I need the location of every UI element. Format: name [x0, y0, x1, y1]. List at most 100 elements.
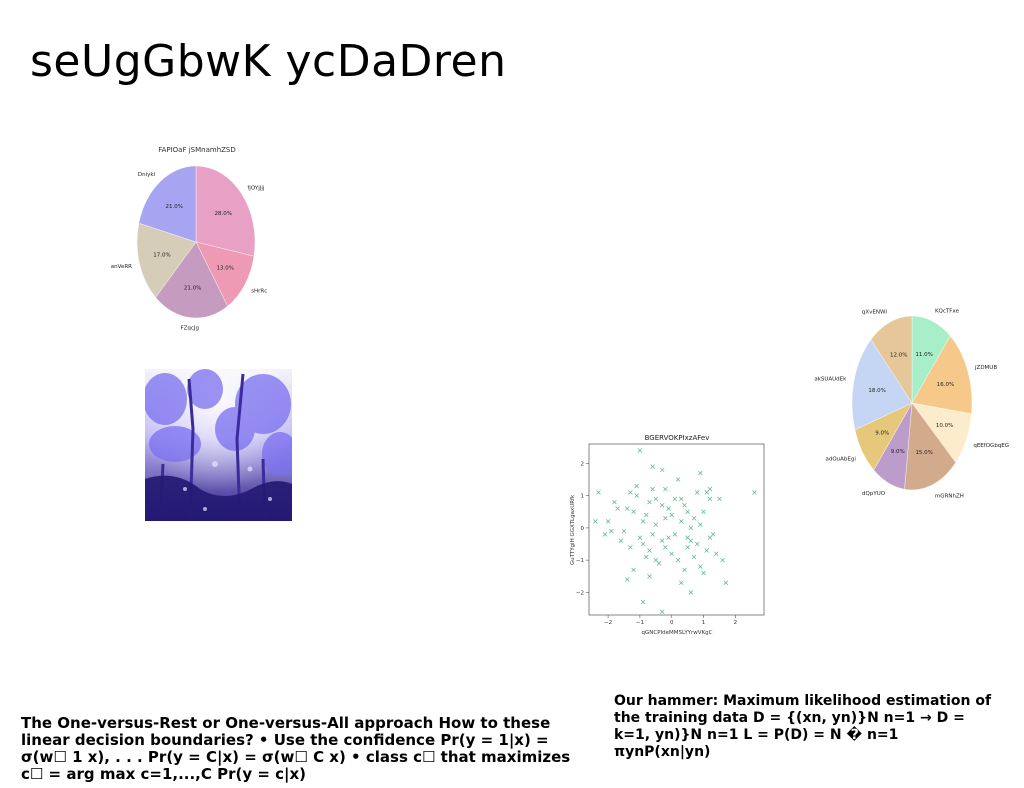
- slide-title: seUgGbwK ycDaDren: [30, 36, 507, 87]
- scatter-point-70: [640, 599, 646, 605]
- scatter-point-40: [720, 557, 725, 563]
- scatter-point-27: [653, 496, 659, 502]
- scatter-point-57: [679, 580, 684, 585]
- scatter-point-3: [653, 522, 659, 527]
- pie2-slice-7: [870, 315, 913, 404]
- scatter-point-25: [637, 535, 643, 540]
- scatter-axes: [588, 443, 765, 616]
- scatter-point-20: [605, 519, 611, 524]
- pie2-pct-label-6: 18.0%: [868, 388, 885, 394]
- scatter-point-49: [634, 483, 639, 489]
- scatter-point-78: [663, 544, 668, 550]
- scatter-point-72: [752, 490, 757, 495]
- scatter-point-19: [688, 525, 694, 531]
- forest-photo: [143, 369, 298, 522]
- pie2-name-label-7: qXvENWI: [862, 310, 888, 316]
- scatter-point-71: [659, 609, 665, 615]
- scatter-point-73: [698, 470, 703, 476]
- pie1-name-label-3: anVeRR: [111, 264, 132, 270]
- pie1-slice-1: [195, 241, 255, 307]
- scatter-point-15: [663, 515, 668, 521]
- scatter-point-64: [707, 535, 713, 540]
- pie2-slice-6: [851, 339, 913, 431]
- scatter-point-33: [694, 490, 700, 495]
- pie1-pct-label-0: 28.0%: [215, 211, 232, 217]
- pie2-pct-label-7: 12.0%: [890, 352, 907, 358]
- scatter-point-51: [644, 512, 649, 518]
- scatter-point-26: [647, 574, 652, 579]
- scatter-point-4: [659, 538, 665, 544]
- scatter-point-7: [679, 496, 684, 502]
- scatter-point-77: [679, 519, 684, 524]
- scatter-point-29: [669, 512, 674, 518]
- scatter-ylabel: GuTTYgiH GGXTLgaxURfk: [570, 494, 576, 565]
- pie2-pct-label-2: 10.0%: [936, 423, 953, 429]
- scatter-point-13: [650, 486, 655, 492]
- scatter-point-58: [685, 509, 690, 515]
- scatter-point-5: [666, 506, 671, 511]
- scatter-point-22: [618, 538, 624, 544]
- pie1-name-label-0: fjOYjJjj: [247, 185, 265, 191]
- scatter-point-6: [672, 532, 678, 537]
- pie2-name-label-3: mGRNhZH: [935, 493, 964, 499]
- scatter-point-76: [647, 548, 652, 553]
- scatter-point-10: [621, 528, 627, 534]
- scatter-point-62: [701, 570, 706, 576]
- pie2-pct-label-3: 15.0%: [915, 450, 932, 456]
- scatter-xtick-label-4: 2: [734, 620, 738, 626]
- scatter-point-8: [685, 544, 690, 550]
- scatter-point-56: [672, 496, 678, 502]
- scatter-point-44: [602, 532, 608, 537]
- scatter-point-2: [647, 499, 652, 505]
- scatter-point-68: [659, 467, 665, 473]
- scatter-point-23: [624, 506, 630, 511]
- scatter-point-55: [666, 535, 671, 540]
- scatter-point-18: [682, 567, 687, 573]
- scatter-xtick-label-1: −1: [636, 620, 644, 626]
- scatter-point-61: [698, 522, 703, 527]
- scatter-xtick-label-0: −2: [604, 620, 612, 626]
- pie2-pct-label-5: 9.0%: [875, 430, 889, 436]
- scatter-ytick-label-2: 0: [581, 526, 585, 532]
- pie2-name-label-1: jZDMUB: [974, 365, 997, 371]
- right-text-block: Our hammer: Maximum likelihood estimatio…: [614, 693, 992, 760]
- scatter-xtick-label-2: 0: [670, 620, 674, 626]
- pie1-name-label-1: sHrRc: [251, 288, 267, 294]
- scatter-xlabel: qGNCPIdeMMSLYYrwVKgC: [641, 630, 712, 636]
- scatter-point-43: [593, 519, 598, 524]
- pie1-pct-label-1: 13.0%: [217, 266, 234, 272]
- pie1-pct-label-3: 17.0%: [153, 253, 170, 259]
- pie1-slice-4: [138, 165, 197, 243]
- scatter-title: BGERVOKPIxzAFev: [645, 434, 710, 442]
- pie1-slice-0: [195, 165, 256, 257]
- scatter-point-42: [596, 490, 601, 495]
- scatter-point-17: [675, 477, 681, 482]
- scatter-point-35: [701, 509, 706, 515]
- scatter-point-53: [653, 557, 659, 563]
- pie2-name-label-5: adOuAbEgi: [825, 456, 856, 462]
- scatter-point-59: [691, 554, 697, 560]
- pie2-slice-1: [911, 335, 973, 415]
- pie2-name-label-6: akSUAUdEk: [814, 377, 847, 383]
- scatter-point-48: [631, 567, 636, 573]
- scatter-point-24: [628, 490, 633, 495]
- scatter-point-79: [685, 535, 690, 540]
- scatter-point-47: [628, 544, 633, 550]
- scatter-point-12: [644, 554, 649, 560]
- pie2-pct-label-1: 16.0%: [937, 382, 954, 388]
- scatter-point-67: [650, 464, 655, 469]
- scatter-point-60: [694, 541, 700, 547]
- scatter-point-30: [675, 557, 681, 563]
- scatter-point-36: [704, 548, 709, 553]
- pie2-pct-label-4: 9.0%: [891, 449, 905, 455]
- scatter-point-28: [663, 486, 668, 492]
- pie2-name-label-4: dQpYUO: [862, 491, 886, 497]
- scatter-point-50: [640, 541, 646, 547]
- pie-chart-1: FAPIOaF jSMnamhZSD 28.0% fjOYjJjj 13.0% sHr…: [111, 146, 267, 331]
- scatter-point-45: [609, 528, 614, 534]
- pie-chart-2: 11.0% KQcTFxe 16.0% jZDMUB 10.0% qEEfOGbqEG 15…: [814, 309, 1009, 500]
- scatter-point-9: [691, 515, 697, 521]
- scatter-point-75: [624, 577, 630, 582]
- scatter-point-1: [640, 519, 646, 524]
- pie2-name-label-2: qEEfOGbqEG: [973, 443, 1009, 449]
